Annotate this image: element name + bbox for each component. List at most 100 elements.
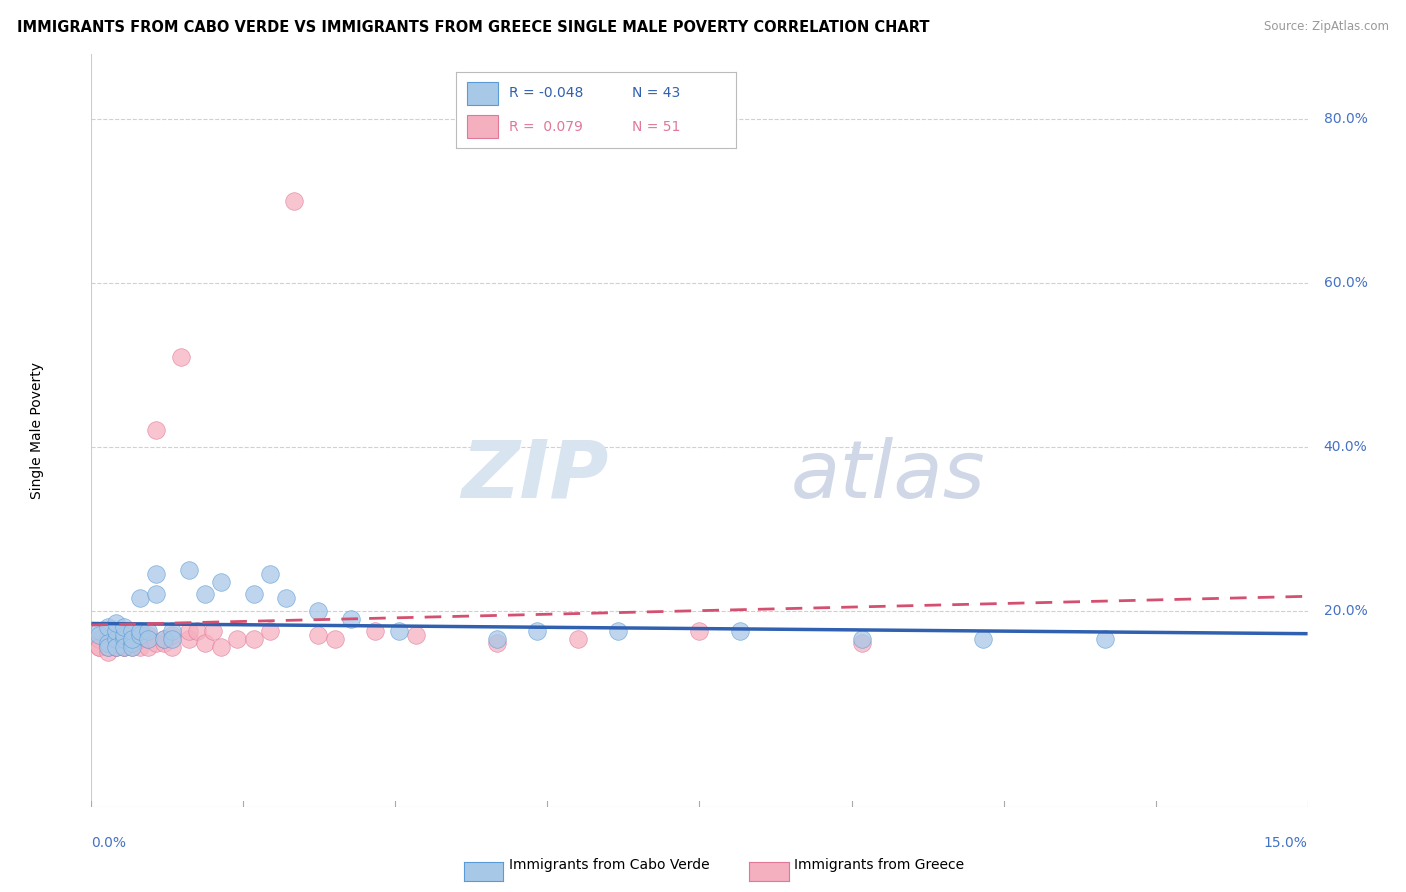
Point	[104, 632, 127, 647]
Point	[89, 640, 111, 655]
Point	[728, 624, 751, 639]
Point	[688, 624, 710, 639]
Point	[89, 640, 111, 655]
Point	[129, 640, 152, 655]
Point	[259, 566, 281, 581]
Text: ZIP: ZIP	[461, 436, 609, 515]
Text: 80.0%: 80.0%	[1324, 112, 1368, 126]
Point	[97, 632, 120, 647]
Point	[226, 632, 249, 647]
Point	[97, 640, 120, 655]
Point	[242, 587, 264, 601]
Point	[162, 640, 184, 655]
Point	[567, 632, 589, 647]
Point	[97, 620, 120, 634]
Point	[112, 620, 135, 634]
Point	[112, 640, 135, 655]
Point	[177, 624, 200, 639]
Text: 40.0%: 40.0%	[1324, 440, 1368, 454]
Point	[526, 624, 548, 639]
Text: 15.0%: 15.0%	[1264, 836, 1308, 850]
Point	[283, 194, 305, 208]
Point	[104, 615, 127, 630]
Point	[307, 604, 329, 618]
Point	[405, 628, 427, 642]
Point	[323, 632, 346, 647]
Text: Single Male Poverty: Single Male Poverty	[30, 362, 44, 499]
Point	[129, 591, 152, 606]
Point	[104, 640, 127, 655]
Point	[89, 624, 111, 639]
Point	[112, 640, 135, 655]
Point	[153, 636, 176, 650]
Point	[129, 628, 152, 642]
Point	[97, 636, 120, 650]
Point	[121, 640, 143, 655]
Point	[153, 632, 176, 647]
Text: R =  0.079: R = 0.079	[509, 120, 583, 134]
Text: IMMIGRANTS FROM CABO VERDE VS IMMIGRANTS FROM GREECE SINGLE MALE POVERTY CORRELA: IMMIGRANTS FROM CABO VERDE VS IMMIGRANTS…	[17, 20, 929, 35]
Point	[194, 636, 217, 650]
Point	[104, 640, 127, 655]
Point	[202, 624, 225, 639]
Text: Immigrants from Cabo Verde: Immigrants from Cabo Verde	[509, 858, 710, 872]
Text: 0.0%: 0.0%	[91, 836, 127, 850]
Point	[851, 636, 873, 650]
Point	[1094, 632, 1116, 647]
Point	[136, 632, 159, 647]
Point	[145, 587, 167, 601]
Text: atlas: atlas	[790, 436, 986, 515]
Point	[104, 640, 127, 655]
Point	[274, 591, 297, 606]
Point	[121, 632, 143, 647]
Point	[89, 628, 111, 642]
Point	[194, 587, 217, 601]
Point	[104, 624, 127, 639]
Point	[209, 574, 232, 589]
Point	[145, 424, 167, 438]
Point	[153, 632, 176, 647]
Point	[136, 624, 159, 639]
Point	[242, 632, 264, 647]
Point	[162, 628, 184, 642]
Point	[388, 624, 411, 639]
Point	[112, 632, 135, 647]
Point	[121, 624, 143, 639]
Point	[209, 640, 232, 655]
Point	[607, 624, 630, 639]
Point	[851, 632, 873, 647]
Point	[129, 632, 152, 647]
Text: R = -0.048: R = -0.048	[509, 87, 583, 101]
Point	[162, 624, 184, 639]
Point	[121, 632, 143, 647]
Point	[89, 632, 111, 647]
Point	[121, 636, 143, 650]
Point	[485, 632, 508, 647]
Text: N = 43: N = 43	[633, 87, 681, 101]
Point	[259, 624, 281, 639]
Point	[177, 563, 200, 577]
Bar	[467, 82, 498, 104]
Point	[145, 636, 167, 650]
Point	[104, 632, 127, 647]
Point	[307, 628, 329, 642]
Point	[112, 628, 135, 642]
Text: 20.0%: 20.0%	[1324, 604, 1368, 617]
Point	[121, 624, 143, 639]
Point	[972, 632, 994, 647]
Point	[121, 640, 143, 655]
Point	[112, 632, 135, 647]
Point	[169, 350, 191, 364]
Text: 60.0%: 60.0%	[1324, 276, 1368, 290]
Point	[136, 632, 159, 647]
Point	[112, 632, 135, 647]
Point	[340, 612, 363, 626]
Text: Immigrants from Greece: Immigrants from Greece	[794, 858, 965, 872]
Point	[97, 636, 120, 650]
Point	[364, 624, 387, 639]
Point	[112, 628, 135, 642]
Point	[136, 640, 159, 655]
Point	[162, 632, 184, 647]
Bar	[467, 115, 498, 138]
Point	[112, 640, 135, 655]
